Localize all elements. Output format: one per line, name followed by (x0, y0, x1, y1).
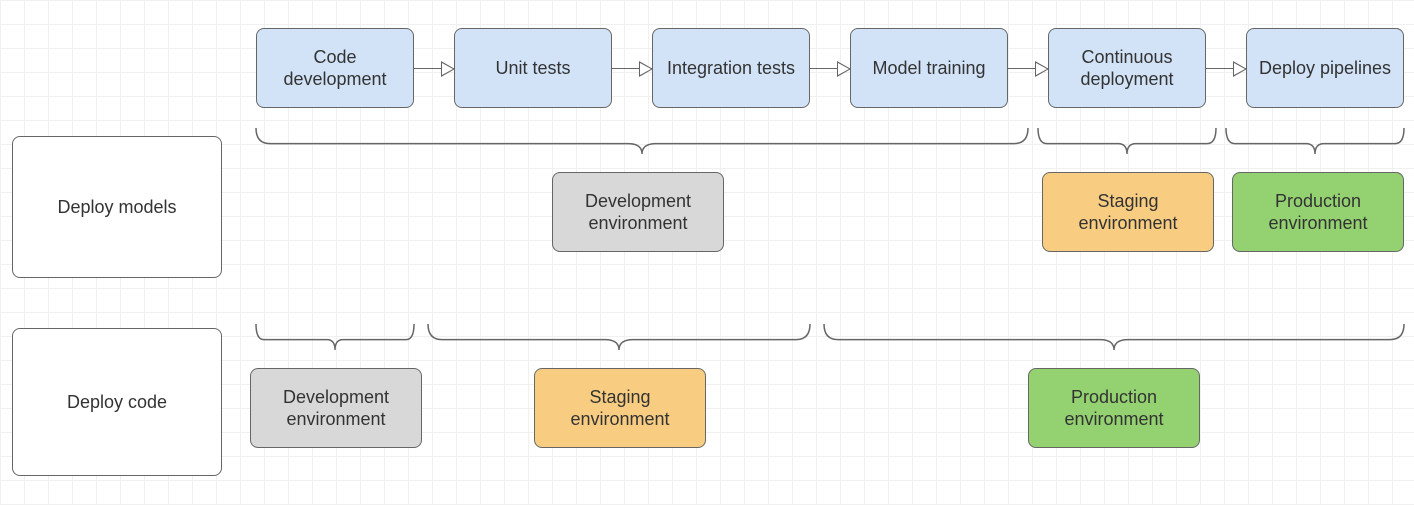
env-models-em-stg: Staging environment (1042, 172, 1214, 252)
pipeline-box-code-dev: Code development (256, 28, 414, 108)
pipeline-box-integ: Integration tests (652, 28, 810, 108)
env-code-ec-prod: Production environment (1028, 368, 1200, 448)
row-label-deploy-code-label: Deploy code (67, 391, 167, 414)
env-code-ec-prod-label: Production environment (1039, 386, 1189, 431)
pipeline-box-deploy-pl: Deploy pipelines (1246, 28, 1404, 108)
env-models-em-prod: Production environment (1232, 172, 1404, 252)
env-models-em-dev: Development environment (552, 172, 724, 252)
brace-models-bm-dev (256, 128, 1028, 158)
row-label-deploy-models-label: Deploy models (57, 196, 176, 219)
pipeline-box-unit-tests-label: Unit tests (495, 57, 570, 80)
diagram-canvas: Code development Unit tests Integration te… (0, 0, 1414, 505)
pipeline-box-cd-label: Continuous deployment (1059, 46, 1195, 91)
brace-code-bc-stg (428, 324, 810, 354)
row-label-deploy-models: Deploy models (12, 136, 222, 278)
brace-code-bc-prod (824, 324, 1404, 354)
pipeline-box-training-label: Model training (872, 57, 985, 80)
pipeline-box-unit-tests: Unit tests (454, 28, 612, 108)
env-code-ec-dev-label: Development environment (261, 386, 411, 431)
env-code-ec-dev: Development environment (250, 368, 422, 448)
pipeline-box-code-dev-label: Code development (267, 46, 403, 91)
arrow-code-dev-to-unit-tests (414, 68, 454, 69)
brace-models-bm-stg (1038, 128, 1216, 158)
env-models-em-stg-label: Staging environment (1053, 190, 1203, 235)
env-code-ec-stg: Staging environment (534, 368, 706, 448)
pipeline-box-cd: Continuous deployment (1048, 28, 1206, 108)
pipeline-box-integ-label: Integration tests (667, 57, 795, 80)
arrow-integ-to-training (810, 68, 850, 69)
arrow-training-to-cd (1008, 68, 1048, 69)
env-models-em-prod-label: Production environment (1243, 190, 1393, 235)
brace-code-bc-dev (256, 324, 414, 354)
arrow-cd-to-deploy-pl (1206, 68, 1246, 69)
pipeline-box-deploy-pl-label: Deploy pipelines (1259, 57, 1391, 80)
env-code-ec-stg-label: Staging environment (545, 386, 695, 431)
env-models-em-dev-label: Development environment (563, 190, 713, 235)
pipeline-box-training: Model training (850, 28, 1008, 108)
arrow-unit-tests-to-integ (612, 68, 652, 69)
row-label-deploy-code: Deploy code (12, 328, 222, 476)
brace-models-bm-prod (1226, 128, 1404, 158)
